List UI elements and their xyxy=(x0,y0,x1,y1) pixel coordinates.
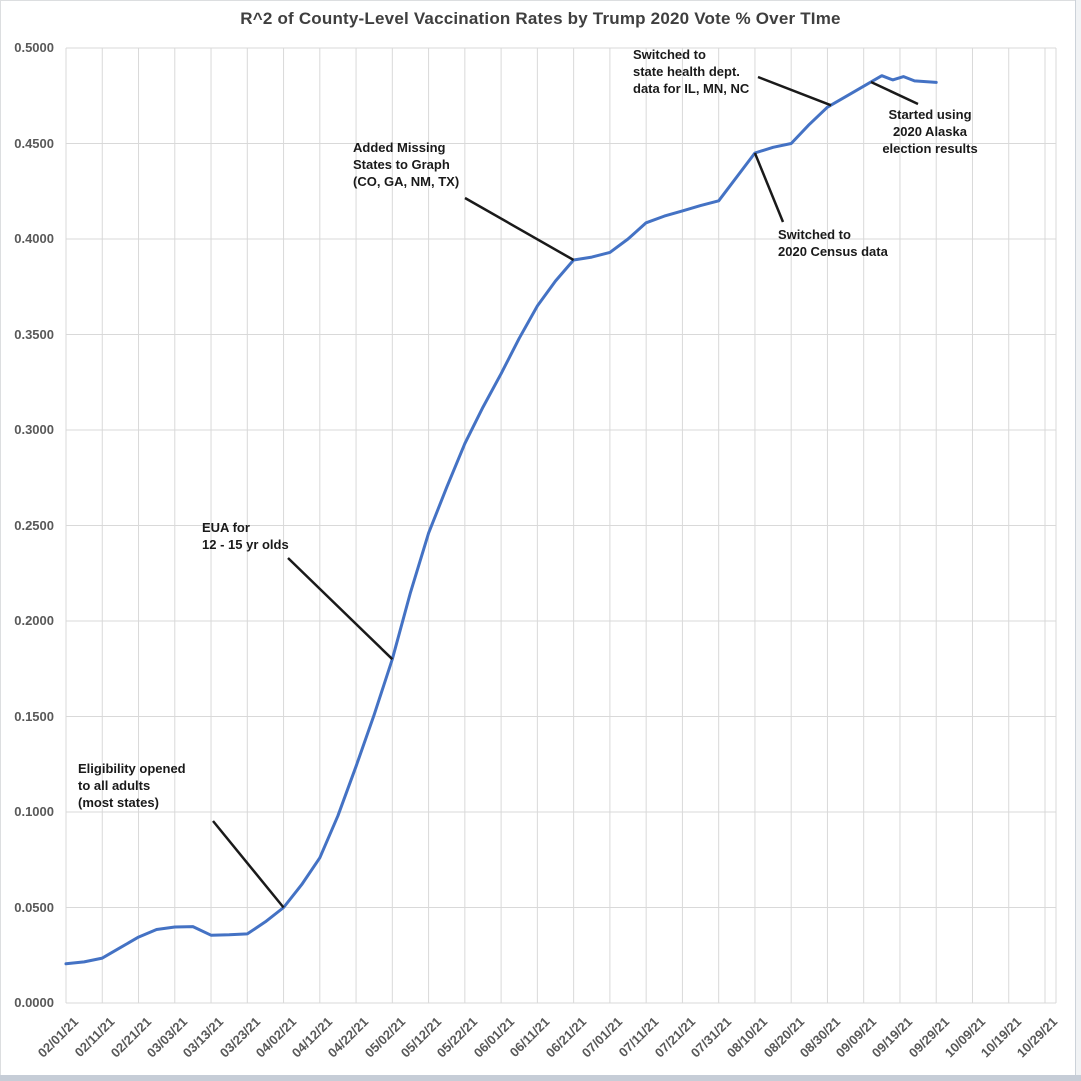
y-axis-tick-label: 0.0000 xyxy=(14,995,54,1010)
annotation-alaska-2020-results: Started using 2020 Alaska election results xyxy=(882,106,977,157)
y-axis-tick-label: 0.3000 xyxy=(14,422,54,437)
leader-line-eligibility-opened xyxy=(212,820,285,909)
annotation-line: 12 - 15 yr olds xyxy=(202,537,289,552)
y-axis-tick-label: 0.1000 xyxy=(14,804,54,819)
y-axis-tick-label: 0.1500 xyxy=(14,708,54,724)
annotation-line: 2020 Census data xyxy=(778,244,888,259)
y-axis-tick-label: 0.4500 xyxy=(14,135,54,151)
leader-line-eua-12-15 xyxy=(287,557,394,661)
annotation-line: data for IL, MN, NC xyxy=(633,81,750,96)
annotation-line: Added Missing xyxy=(353,140,446,155)
y-axis-tick-label: 0.3500 xyxy=(14,326,54,342)
r2-series-line xyxy=(64,74,938,966)
y-axis-tick-label: 0.4000 xyxy=(14,231,54,246)
leader-line-added-missing-states xyxy=(464,196,575,262)
annotation-line: Switched to xyxy=(633,47,706,62)
y-axis-tick-label: 0.2500 xyxy=(14,517,54,533)
annotation-census-2020: Switched to 2020 Census data xyxy=(778,226,888,260)
window-bottom-edge xyxy=(0,1075,1081,1081)
chart-title: R^2 of County-Level Vaccination Rates by… xyxy=(240,9,841,28)
annotation-line: Switched to xyxy=(778,227,851,242)
annotation-added-missing-states: Added Missing States to Graph (CO, GA, NM,… xyxy=(353,139,459,190)
annotation-line: election results xyxy=(882,141,978,156)
window-top-edge xyxy=(0,0,1081,1)
annotation-line: (CO, GA, NM, TX) xyxy=(353,174,460,189)
annotation-line: (most states) xyxy=(78,795,159,810)
annotation-line: States to Graph xyxy=(353,157,450,172)
annotation-eua-12-15: EUA for 12 - 15 yr olds xyxy=(202,519,289,553)
leader-line-alaska-2020-results xyxy=(870,80,919,106)
annotation-line: state health dept. xyxy=(633,64,740,79)
y-axis-tick-label: 0.0500 xyxy=(14,899,54,915)
annotation-state-health-dept: Switched to state health dept. data for IL… xyxy=(633,46,749,97)
window-right-edge xyxy=(1075,0,1081,1081)
annotation-line: Eligibility opened xyxy=(78,761,186,776)
y-axis-tick-label: 0.5000 xyxy=(14,40,54,55)
annotation-line: Started using xyxy=(888,107,972,122)
annotation-eligibility-opened: Eligibility opened to all adults (most sta… xyxy=(78,760,186,811)
window-left-edge xyxy=(0,0,1,1081)
leader-line-state-health-dept xyxy=(757,75,832,107)
annotation-line: 2020 Alaska xyxy=(893,124,967,139)
annotation-line: EUA for xyxy=(202,520,250,535)
leader-line-census-2020 xyxy=(753,152,785,223)
annotation-line: to all adults xyxy=(78,778,151,793)
y-axis-tick-label: 0.2000 xyxy=(14,613,54,628)
